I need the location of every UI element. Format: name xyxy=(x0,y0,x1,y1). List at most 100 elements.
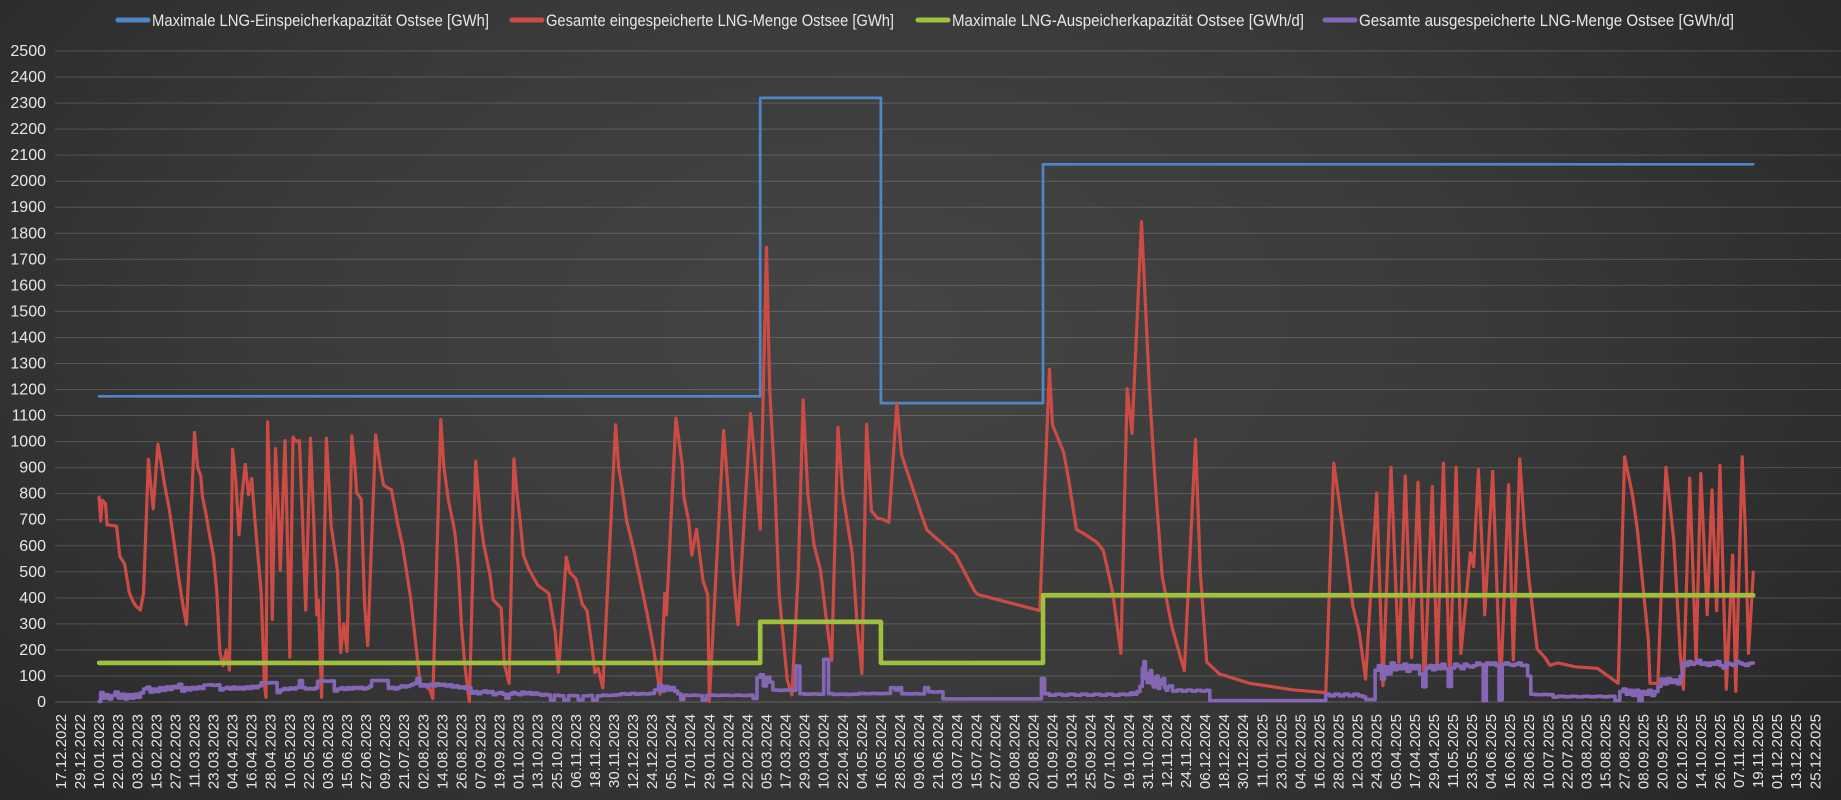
x-tick-label: 15.02.2023 xyxy=(148,714,165,789)
y-tick-label: 400 xyxy=(19,590,46,607)
x-tick-label: 29.12.2022 xyxy=(72,714,89,789)
x-tick-label: 02.10.2025 xyxy=(1674,714,1691,789)
x-tick-label: 07.10.2024 xyxy=(1102,714,1119,789)
y-tick-label: 200 xyxy=(19,642,46,659)
x-tick-label: 11.05.2025 xyxy=(1445,714,1462,788)
y-axis-labels: 0 100 200 300 400 500 600 700 800 900 1000 1100 1200… xyxy=(10,43,46,711)
x-tick-label: 28.06.2025 xyxy=(1521,714,1538,789)
y-tick-label: 900 xyxy=(19,460,46,477)
x-tick-label: 03.02.2023 xyxy=(129,714,146,789)
x-tick-label: 13.09.2024 xyxy=(1064,714,1081,789)
x-tick-label: 04.02.2025 xyxy=(1292,714,1309,789)
x-tick-label: 22.05.2023 xyxy=(301,714,318,789)
x-tick-label: 27.02.2023 xyxy=(167,714,184,789)
legend-label-2: Gesamte eingespeicherte LNG-Menge Ostsee… xyxy=(546,11,894,30)
y-tick-label: 2000 xyxy=(10,173,46,190)
legend-item[interactable]: Gesamte eingespeicherte LNG-Menge Ostsee… xyxy=(509,11,894,30)
x-tick-label: 05.04.2025 xyxy=(1388,714,1405,789)
x-tick-label: 23.05.2025 xyxy=(1464,714,1481,789)
x-tick-label: 27.06.2023 xyxy=(358,714,375,789)
x-tick-label: 12.12.2023 xyxy=(625,714,642,789)
x-tick-label: 10.01.2023 xyxy=(91,714,108,789)
y-tick-label: 1500 xyxy=(10,303,46,320)
series-lines xyxy=(96,96,1756,704)
x-tick-label: 11.01.2025 xyxy=(1254,714,1271,788)
x-tick-label: 20.09.2025 xyxy=(1655,714,1672,789)
y-tick-label: 500 xyxy=(19,564,46,581)
x-tick-label: 31.10.2024 xyxy=(1140,714,1157,789)
x-tick-label: 01.10.2023 xyxy=(511,714,528,789)
y-tick-label: 2100 xyxy=(10,147,46,164)
series-line-4 xyxy=(97,657,1756,704)
x-tick-label: 28.05.2024 xyxy=(892,714,909,789)
grid-lines xyxy=(55,50,1841,703)
x-tick-label: 03.07.2024 xyxy=(949,714,966,789)
x-tick-label: 25.09.2024 xyxy=(1083,714,1100,789)
x-tick-label: 16.06.2025 xyxy=(1502,714,1519,789)
x-tick-label: 16.04.2023 xyxy=(244,714,261,789)
x-tick-label: 23.03.2023 xyxy=(206,714,223,789)
y-tick-label: 2400 xyxy=(10,69,46,86)
x-tick-label: 29.03.2024 xyxy=(797,714,814,789)
x-tick-label: 22.02.2024 xyxy=(739,714,756,789)
x-axis-labels: 17.12.2022 29.12.2022 10.01.2023 22.01.2023… xyxy=(53,714,1824,789)
x-tick-label: 20.08.2024 xyxy=(1025,714,1042,789)
x-tick-label: 10.05.2023 xyxy=(282,714,299,789)
y-tick-label: 300 xyxy=(19,616,46,633)
y-tick-label: 600 xyxy=(19,538,46,555)
legend-label-4: Gesamte ausgespeicherte LNG-Menge Ostsee… xyxy=(1359,11,1734,30)
x-tick-label: 10.04.2024 xyxy=(816,714,833,789)
x-tick-label: 04.06.2025 xyxy=(1483,714,1500,789)
x-tick-label: 25.10.2023 xyxy=(549,714,566,789)
x-tick-label: 17.04.2025 xyxy=(1407,714,1424,789)
x-tick-label: 25.12.2025 xyxy=(1807,714,1824,789)
x-tick-label: 14.08.2023 xyxy=(434,714,451,789)
x-tick-label: 19.11.2025 xyxy=(1750,714,1767,788)
legend-item[interactable]: Maximale LNG-Einspeicherkapazität Ostsee… xyxy=(115,11,489,30)
x-tick-label: 18.11.2023 xyxy=(587,714,604,788)
y-tick-label: 0 xyxy=(37,694,46,711)
series-line-1 xyxy=(97,96,1755,405)
x-tick-label: 27.08.2025 xyxy=(1617,714,1634,789)
legend-item[interactable]: Gesamte ausgespeicherte LNG-Menge Ostsee… xyxy=(1322,11,1734,30)
x-tick-label: 03.08.2025 xyxy=(1578,714,1595,789)
x-tick-label: 10.02.2024 xyxy=(720,714,737,789)
y-tick-label: 100 xyxy=(19,668,46,685)
x-tick-label: 13.10.2023 xyxy=(530,714,547,789)
x-tick-label: 13.12.2025 xyxy=(1788,714,1805,789)
y-tick-label: 1900 xyxy=(10,199,46,216)
legend-label-1: Maximale LNG-Einspeicherkapazität Ostsee… xyxy=(152,11,489,30)
x-tick-label: 06.12.2024 xyxy=(1197,714,1214,789)
x-tick-label: 12.03.2025 xyxy=(1350,714,1367,789)
x-tick-label: 15.08.2025 xyxy=(1598,714,1615,789)
y-tick-label: 2500 xyxy=(10,43,46,60)
x-tick-label: 17.03.2024 xyxy=(778,714,795,789)
x-tick-label: 08.09.2025 xyxy=(1636,714,1653,789)
series-line-2 xyxy=(97,220,1755,704)
y-tick-label: 1700 xyxy=(10,251,46,268)
legend-item[interactable]: Maximale LNG-Auspeicherkapazität Ostsee … xyxy=(915,11,1304,30)
x-tick-label: 08.08.2024 xyxy=(1006,714,1023,789)
x-tick-label: 17.12.2022 xyxy=(53,714,70,789)
x-tick-label: 21.07.2023 xyxy=(396,714,413,789)
y-tick-label: 1300 xyxy=(10,355,46,372)
y-tick-label: 1600 xyxy=(10,277,46,294)
x-tick-label: 12.11.2024 xyxy=(1159,714,1176,788)
x-tick-label: 04.04.2023 xyxy=(225,714,242,789)
legend-label-3: Maximale LNG-Auspeicherkapazität Ostsee … xyxy=(952,11,1304,30)
x-tick-label: 21.06.2024 xyxy=(930,714,947,789)
series-line-3 xyxy=(96,592,1756,666)
x-tick-label: 01.09.2024 xyxy=(1045,714,1062,789)
x-tick-label: 02.08.2023 xyxy=(415,714,432,789)
y-tick-label: 1100 xyxy=(12,408,47,425)
x-tick-label: 01.12.2025 xyxy=(1769,714,1786,789)
x-tick-label: 07.11.2025 xyxy=(1731,714,1748,788)
x-tick-label: 15.06.2023 xyxy=(339,714,356,789)
legend: Maximale LNG-Einspeicherkapazität Ostsee… xyxy=(115,11,1734,30)
x-tick-label: 19.10.2024 xyxy=(1121,714,1138,789)
x-tick-label: 23.01.2025 xyxy=(1273,714,1290,789)
y-tick-label: 1400 xyxy=(10,329,46,346)
x-tick-label: 22.07.2025 xyxy=(1559,714,1576,789)
x-tick-label: 09.07.2023 xyxy=(377,714,394,789)
